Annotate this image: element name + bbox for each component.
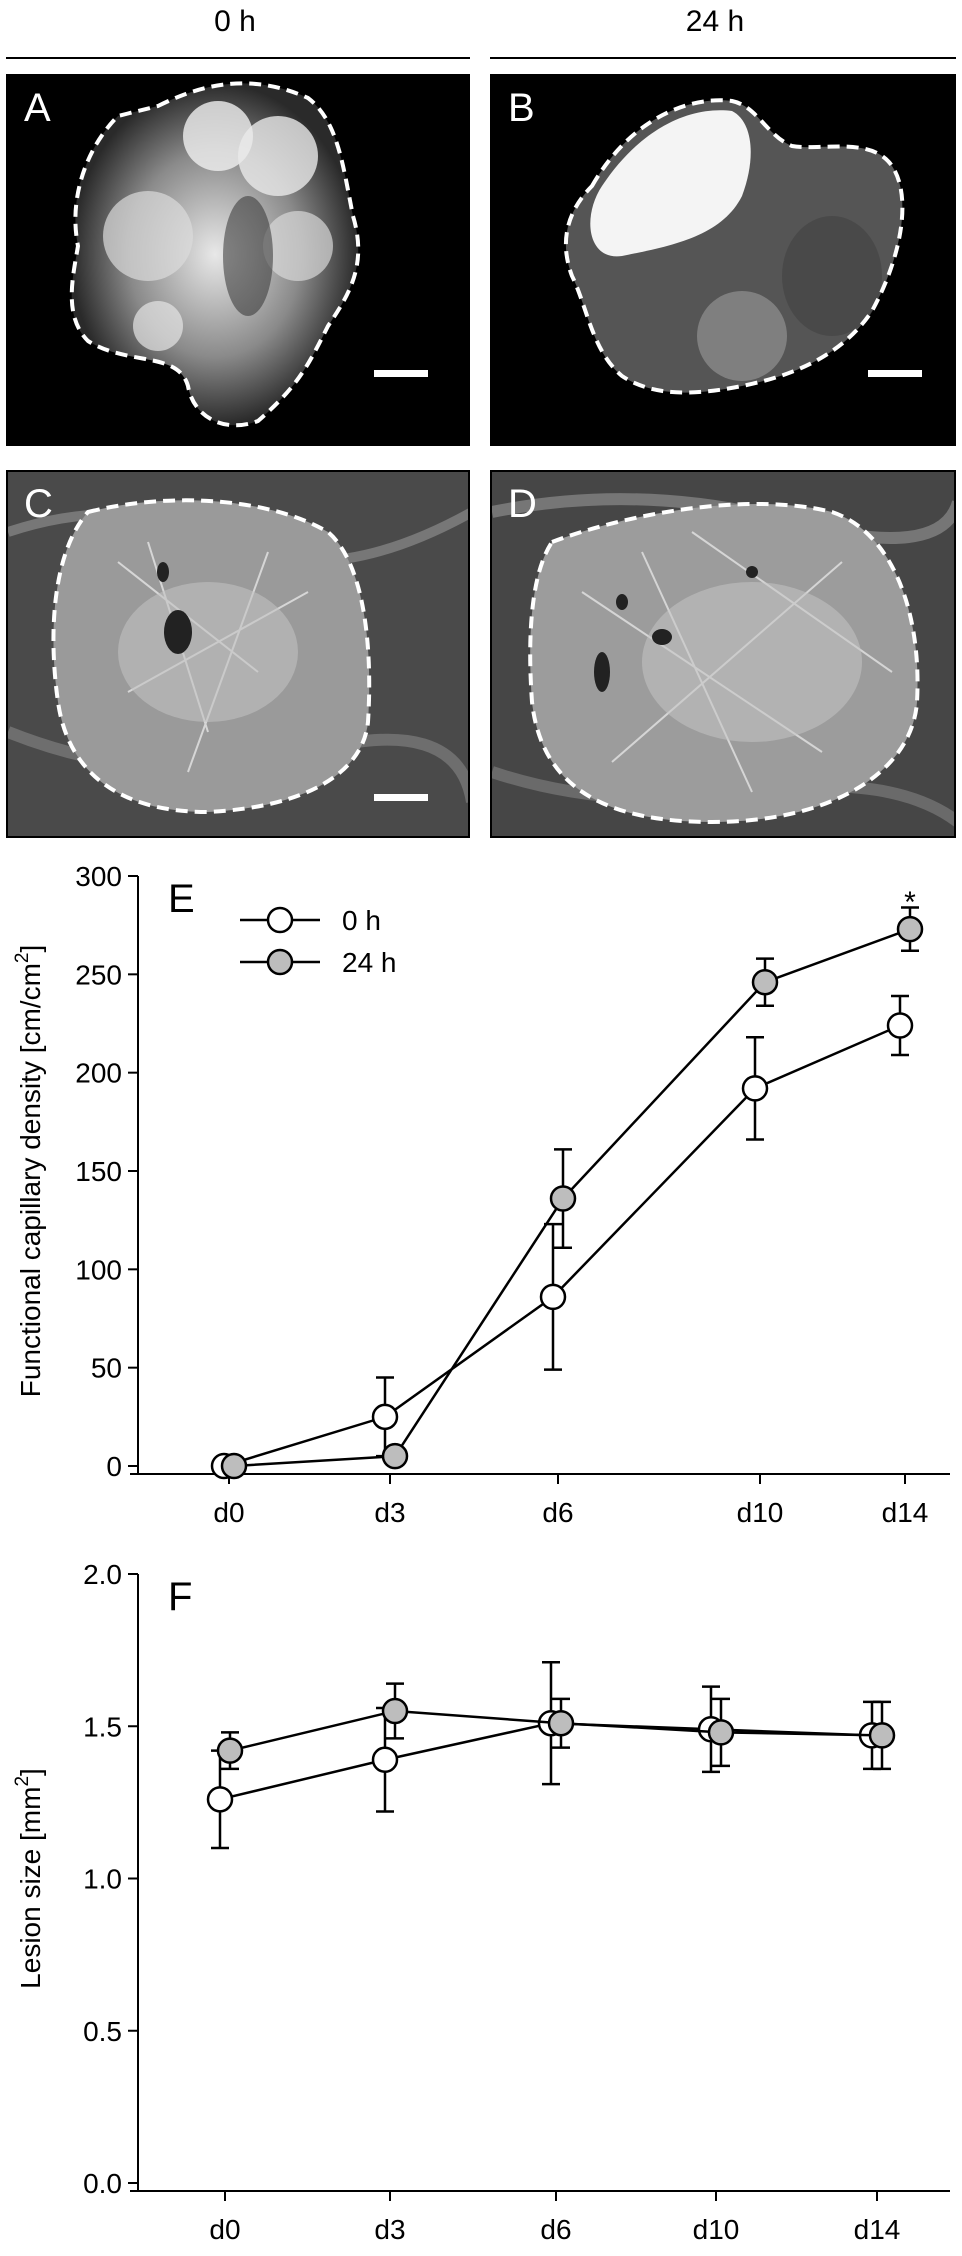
panel-label-c: C [24,482,53,526]
panel-label-a: A [24,86,51,130]
x-tick-label: d3 [374,1497,405,1528]
micrograph-panel-c: C [6,470,470,838]
data-point [868,1722,896,1749]
micrograph-panel-b: B [490,74,956,446]
y-tick-label: 1.0 [83,1864,122,1895]
y-tick-label: 250 [75,959,122,990]
micrograph-c-image [8,472,468,836]
data-point [206,1786,234,1813]
data-point [371,1746,399,1773]
x-tick-label: d14 [854,2214,901,2245]
chart-f: 0.0 0.5 1.0 1.5 2.0 d0 d3 d6 d10 d14 Lesion size [… [12,1559,950,2245]
y-tick-label: 1.5 [83,1711,122,1742]
x-tick-label: d0 [209,2214,240,2245]
data-point [371,1403,399,1431]
panel-label-b: B [508,86,535,130]
y-axis-label: Functional capillary density [cm/cm2] [12,945,46,1398]
micrograph-a-image [69,81,428,428]
data-point [539,1283,567,1311]
panel-label-f: F [168,1575,192,1619]
chart-e: 0 50 100 150 200 250 300 d0 d3 d6 d10 d14 Functional… [12,861,950,1528]
y-tick-label: 150 [75,1156,122,1187]
data-point [381,1442,409,1470]
y-tick-label: 0.0 [83,2168,122,2199]
panel-label-e: E [168,877,195,921]
data-point [707,1719,735,1746]
y-tick-label: 2.0 [83,1559,122,1590]
x-tick-label: d0 [213,1497,244,1528]
data-point [896,915,924,943]
significance-annotation: * [904,886,916,919]
data-point [216,1737,244,1764]
legend-marker [266,948,294,976]
column-rule-right [490,57,956,59]
micrograph-panel-a: A [6,74,470,446]
data-point [547,1709,575,1737]
x-tick-label: d14 [882,1497,929,1528]
data-point [220,1452,248,1480]
y-tick-label: 0 [106,1451,122,1482]
micrograph-panel-d: D [490,470,956,838]
column-header-24h: 24 h [685,5,745,38]
x-tick-label: d6 [540,2214,571,2245]
data-point [751,968,779,996]
x-tick-label: d6 [542,1497,573,1528]
column-header-0h: 0 h [214,5,256,38]
legend-label: 0 h [342,905,381,936]
y-tick-label: 200 [75,1058,122,1089]
x-tick-label: d10 [737,1497,784,1528]
data-point [549,1185,577,1212]
y-tick-label: 300 [75,861,122,892]
y-tick-label: 0.5 [83,2016,122,2047]
x-tick-label: d10 [693,2214,740,2245]
legend-marker [266,906,294,934]
y-tick-label: 50 [91,1353,122,1384]
data-point [381,1697,409,1725]
legend-label: 24 h [342,947,397,978]
data-point [741,1075,769,1102]
micrograph-b-image [563,98,922,395]
column-rule-left [6,57,470,59]
panel-label-d: D [508,482,537,526]
y-axis-label: Lesion size [mm2] [12,1768,46,1989]
y-tick-label: 100 [75,1254,122,1285]
data-point [886,1012,914,1039]
micrograph-d-image [492,472,954,836]
x-tick-label: d3 [374,2214,405,2245]
